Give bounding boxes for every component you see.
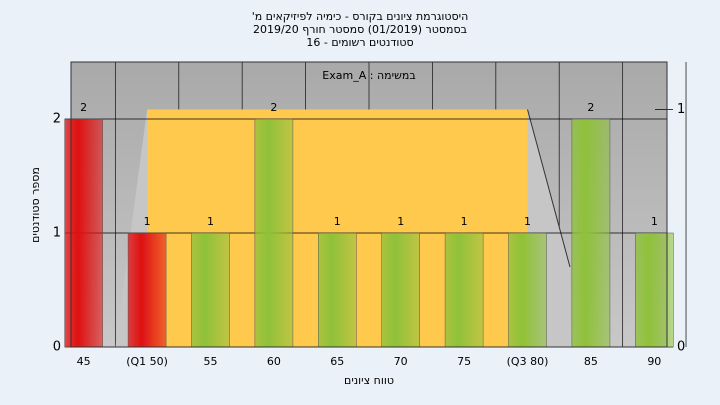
- y2-tick-label: 1: [677, 102, 685, 117]
- x-tick-label: 85: [584, 355, 598, 368]
- bar: [191, 232, 230, 348]
- bar: [571, 118, 611, 348]
- data-label: 2: [80, 101, 87, 114]
- data-label: 1: [524, 215, 531, 228]
- data-label: 2: [587, 101, 594, 114]
- data-label: 1: [144, 215, 151, 228]
- y2-tick-label: 0: [677, 340, 685, 355]
- y-tick-label: 1: [53, 226, 61, 241]
- x-tick-label: 90: [647, 355, 661, 368]
- bar: [318, 232, 357, 348]
- x-tick-label: 60: [267, 355, 281, 368]
- data-label: 1: [397, 215, 404, 228]
- x-axis-label: טווח ציונים: [344, 374, 394, 387]
- bar: [254, 118, 294, 348]
- x-tick-label: (Q1 50): [126, 355, 168, 368]
- x-tick-label: 75: [457, 355, 471, 368]
- x-tick-label: 65: [330, 355, 344, 368]
- data-label: 1: [207, 215, 214, 228]
- bar: [635, 232, 674, 348]
- y-tick-label: 2: [53, 112, 61, 127]
- data-label: 1: [651, 215, 658, 228]
- data-label: 1: [334, 215, 341, 228]
- x-tick-label: 70: [394, 355, 408, 368]
- x-tick-label: (Q3 80): [507, 355, 549, 368]
- x-tick-label: 55: [203, 355, 217, 368]
- bar: [381, 232, 420, 348]
- plot-border: [70, 61, 668, 348]
- bar: [64, 118, 103, 348]
- data-label: 1: [461, 215, 468, 228]
- bar: [508, 232, 547, 348]
- y-tick-label: 0: [53, 340, 61, 355]
- chart-title: היסטוגרמת ציונים בקורס - כימיה לפיזיקאים…: [252, 10, 469, 23]
- data-label: 2: [270, 101, 277, 114]
- bar: [127, 232, 167, 348]
- y-axis-label: מספר סטודנטים: [29, 167, 42, 243]
- chart-title: סטודנטים רשומים - 16: [306, 36, 413, 49]
- box-line: [527, 109, 571, 268]
- chart-title: בסמסטר (01/2019) סמסטר חורף 2019/20: [253, 23, 467, 36]
- x-tick-label: 45: [77, 355, 91, 368]
- bar: [444, 232, 484, 348]
